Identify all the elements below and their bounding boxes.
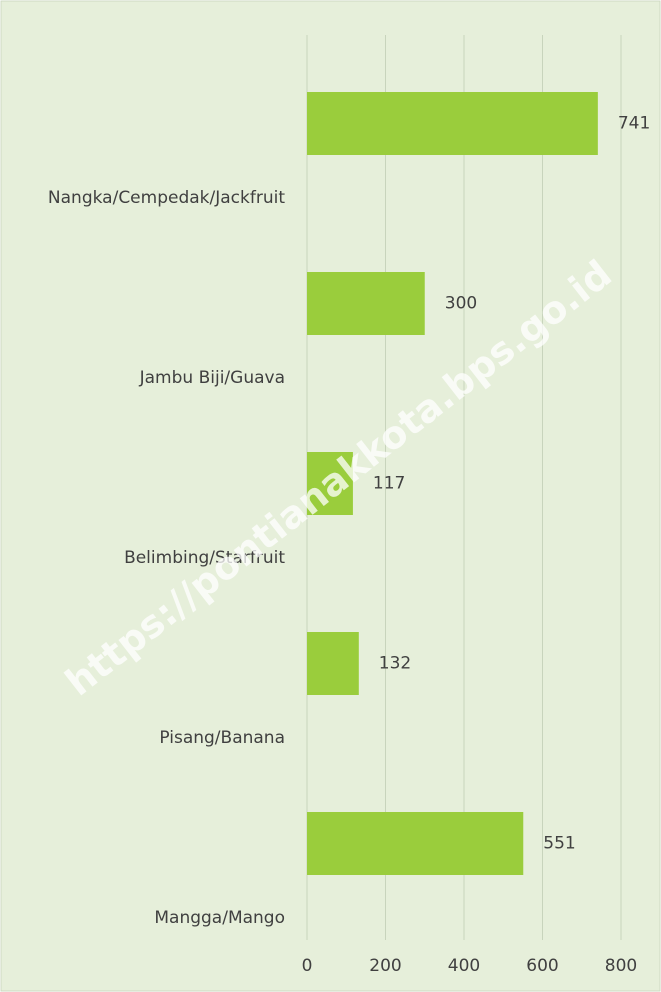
value-label: 741 xyxy=(618,114,650,134)
y-tick-label: Pisang/Banana xyxy=(159,728,285,748)
value-label: 551 xyxy=(543,834,575,854)
plot-area: 0 200 400 600 800 Nangka/Cempedak/Jackfruit 74… xyxy=(48,35,650,976)
value-label: 300 xyxy=(445,294,477,314)
y-tick-label: Jambu Biji/Guava xyxy=(139,368,285,388)
y-tick-label: Belimbing/Starfruit xyxy=(124,548,285,568)
value-label: 132 xyxy=(379,654,411,674)
x-tick-label: 0 xyxy=(302,956,313,976)
x-tick-label: 800 xyxy=(605,956,637,976)
x-tick-label: 200 xyxy=(369,956,401,976)
y-tick-label: Mangga/Mango xyxy=(154,908,285,928)
y-tick-label: Nangka/Cempedak/Jackfruit xyxy=(48,188,285,208)
x-tick-label: 400 xyxy=(448,956,480,976)
value-label: 117 xyxy=(373,474,405,494)
bar xyxy=(307,92,598,155)
bar xyxy=(307,452,353,515)
bar xyxy=(307,812,524,875)
bar xyxy=(307,632,359,695)
bar xyxy=(307,272,425,335)
x-tick-label: 600 xyxy=(526,956,558,976)
